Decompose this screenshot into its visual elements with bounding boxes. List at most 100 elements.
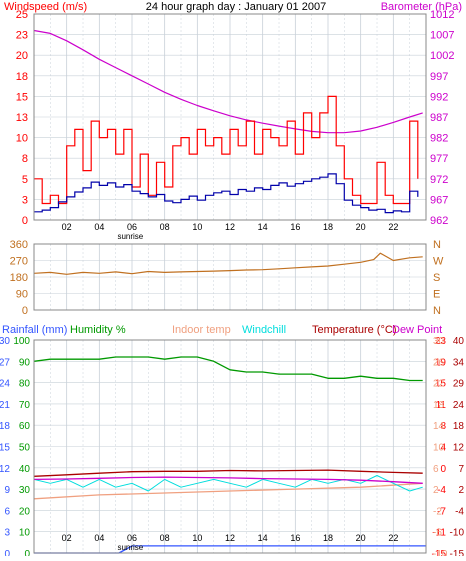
indoor-temp-tick-label: -2 bbox=[433, 506, 442, 517]
weather-x-tick-label: 14 bbox=[258, 533, 268, 543]
wind-x-tick-label: 12 bbox=[225, 222, 235, 232]
humidity-line bbox=[33, 356, 423, 382]
humidity-tick-label: 20 bbox=[19, 506, 31, 517]
rainfall-tick-label: 24 bbox=[0, 379, 10, 390]
wind-x-tick-label: 20 bbox=[356, 222, 366, 232]
barometer-line bbox=[33, 29, 423, 134]
weather-legend-label: Indoor temp bbox=[172, 324, 231, 336]
windspeed-tick-label: 23 bbox=[16, 30, 28, 42]
windspeed-tick-label: 20 bbox=[16, 50, 28, 62]
temperature-right-tick-label: -10 bbox=[450, 528, 465, 539]
indoor-temp-tick-label: -6 bbox=[433, 528, 442, 539]
weather-x-tick-label: 10 bbox=[192, 533, 202, 543]
windspeed-tick-label: 15 bbox=[16, 91, 28, 103]
wind-x-tick-label: 08 bbox=[160, 222, 170, 232]
temperature-outer-tick-label: 0 bbox=[440, 464, 446, 475]
barometer-tick-label: 972 bbox=[430, 174, 448, 186]
barometer-tick-label: 977 bbox=[430, 153, 448, 165]
rainfall-tick-label: 18 bbox=[0, 421, 10, 432]
series-layer bbox=[33, 29, 426, 554]
temperature-outer-tick-label: -15 bbox=[432, 549, 447, 556]
compass-tick-label: N bbox=[433, 305, 441, 317]
humidity-tick-label: 50 bbox=[19, 443, 31, 454]
temperature-outer-tick-label: -11 bbox=[432, 528, 446, 539]
compass-tick-label: E bbox=[433, 289, 440, 301]
weather-x-tick-label: 02 bbox=[62, 533, 72, 543]
humidity-tick-label: 70 bbox=[19, 400, 31, 411]
temperature-outer-tick-label: 4 bbox=[440, 443, 446, 454]
indoor-temp-tick-label: 6 bbox=[433, 464, 439, 475]
chart-title: 24 hour graph day : January 01 2007 bbox=[146, 1, 326, 13]
dew-point-line bbox=[33, 476, 423, 484]
wind-x-tick-label: 16 bbox=[290, 222, 300, 232]
barometer-tick-label: 1012 bbox=[430, 9, 454, 21]
windspeed-tick-label: 5 bbox=[22, 174, 28, 186]
barometer-tick-label: 1007 bbox=[430, 30, 454, 42]
weather-x-tick-label: 16 bbox=[290, 533, 300, 543]
direction-tick-label: 270 bbox=[10, 256, 28, 268]
humidity-tick-label: 40 bbox=[19, 464, 31, 475]
weather-x-tick-label: 08 bbox=[160, 533, 170, 543]
frame-layer bbox=[33, 13, 427, 554]
indoor-temp-tick-label: 30 bbox=[433, 336, 445, 347]
wind-x-tick-label: 18 bbox=[323, 222, 333, 232]
windspeed-tick-label: 25 bbox=[16, 9, 28, 21]
wind-x-tick-label: 22 bbox=[388, 222, 398, 232]
rainfall-tick-label: 3 bbox=[4, 528, 10, 539]
weather-x-tick-label: 22 bbox=[388, 533, 398, 543]
temperature-outer-tick-label: 11 bbox=[436, 400, 447, 411]
temperature-right-tick-label: 40 bbox=[453, 336, 465, 347]
indoor-temp-tick-label: 26 bbox=[433, 357, 445, 368]
barometer-tick-label: 987 bbox=[430, 112, 448, 124]
indoor-temp-tick-label: 14 bbox=[433, 421, 445, 432]
temperature-right-tick-label: 29 bbox=[453, 379, 465, 390]
temperature-outer-tick-label: 15 bbox=[435, 379, 447, 390]
windspeed-tick-label: 0 bbox=[22, 215, 28, 227]
weather-legend-label: Rainfall (mm) bbox=[2, 324, 67, 336]
barometer-tick-label: 962 bbox=[430, 215, 448, 227]
barometer-tick-label: 982 bbox=[430, 133, 448, 145]
temperature-right-tick-label: -4 bbox=[455, 506, 464, 517]
temperature-right-tick-label: 12 bbox=[453, 443, 465, 454]
weather-panel-frame bbox=[33, 339, 427, 554]
wind-panel-frame bbox=[33, 13, 427, 221]
humidity-tick-label: 80 bbox=[19, 379, 31, 390]
barometer-tick-label: 992 bbox=[430, 91, 448, 103]
humidity-tick-label: 60 bbox=[19, 421, 31, 432]
barometer-tick-label: 967 bbox=[430, 194, 448, 206]
indoor-temp-tick-label: 2 bbox=[433, 485, 439, 496]
temperature-right-tick-label: 18 bbox=[453, 421, 465, 432]
weather-legend-label: Temperature (°C) bbox=[312, 324, 396, 336]
barometer-tick-label: 1002 bbox=[430, 50, 454, 62]
wind-direction-line bbox=[33, 252, 423, 275]
direction-tick-label: 0 bbox=[22, 305, 28, 317]
windspeed-tick-label: 18 bbox=[16, 71, 28, 83]
rainfall-tick-label: 0 bbox=[4, 549, 10, 556]
weather-x-tick-label: 20 bbox=[356, 533, 366, 543]
rainfall-tick-label: 9 bbox=[4, 485, 10, 496]
temperature-outer-tick-label: -7 bbox=[437, 506, 446, 517]
direction-tick-label: 180 bbox=[10, 272, 28, 284]
weather-x-tick-label: 18 bbox=[323, 533, 333, 543]
wind-x-tick-label: 14 bbox=[258, 222, 268, 232]
temperature-right-tick-label: 24 bbox=[453, 400, 465, 411]
weather-sunrise-label: sunrise bbox=[117, 543, 143, 552]
windspeed-tick-label: 13 bbox=[16, 112, 28, 124]
weather-legend-label: Dew Point bbox=[392, 324, 442, 336]
temperature-line bbox=[33, 469, 423, 477]
barometer-tick-label: 997 bbox=[430, 71, 448, 83]
weather-legend-label: Humidity % bbox=[70, 324, 126, 336]
direction-panel-frame bbox=[33, 243, 427, 311]
rainfall-tick-label: 15 bbox=[0, 443, 10, 454]
windspeed-axis-title: Windspeed (m/s) bbox=[4, 1, 87, 13]
temperature-outer-tick-label: 19 bbox=[435, 357, 447, 368]
weather-x-tick-label: 04 bbox=[94, 533, 104, 543]
temperature-outer-tick-label: 8 bbox=[440, 421, 446, 432]
wind-x-tick-label: 02 bbox=[62, 222, 72, 232]
temperature-right-tick-label: 2 bbox=[458, 485, 464, 496]
rainfall-tick-label: 12 bbox=[0, 464, 10, 475]
windspeed-tick-label: 8 bbox=[22, 153, 28, 165]
indoor-temp-tick-label: 22 bbox=[433, 379, 445, 390]
